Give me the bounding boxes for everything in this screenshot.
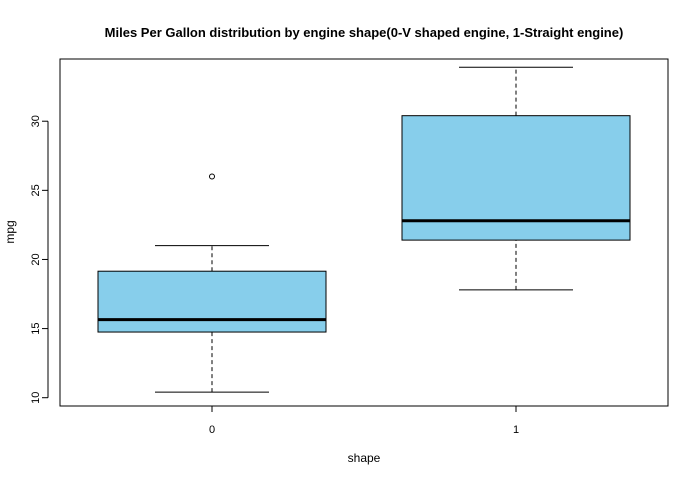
x-tick-label: 1 (513, 424, 519, 436)
y-tick-label: 10 (30, 392, 42, 404)
x-axis-label: shape (348, 451, 381, 465)
y-tick-label: 30 (30, 115, 42, 127)
y-tick-label: 15 (30, 322, 42, 334)
boxes-group (97, 66, 631, 393)
x-tick-label: 0 (209, 424, 215, 436)
y-axis: 10 15 20 25 30 (30, 115, 49, 404)
chart-title: Miles Per Gallon distribution by engine … (105, 25, 624, 40)
box-iqr (97, 270, 327, 333)
y-tick-label: 25 (30, 184, 42, 196)
y-axis-label: mpg (3, 220, 17, 243)
box-0 (97, 173, 327, 393)
box-1 (401, 66, 631, 291)
outlier-point (209, 173, 215, 180)
y-tick-label: 20 (30, 253, 42, 265)
